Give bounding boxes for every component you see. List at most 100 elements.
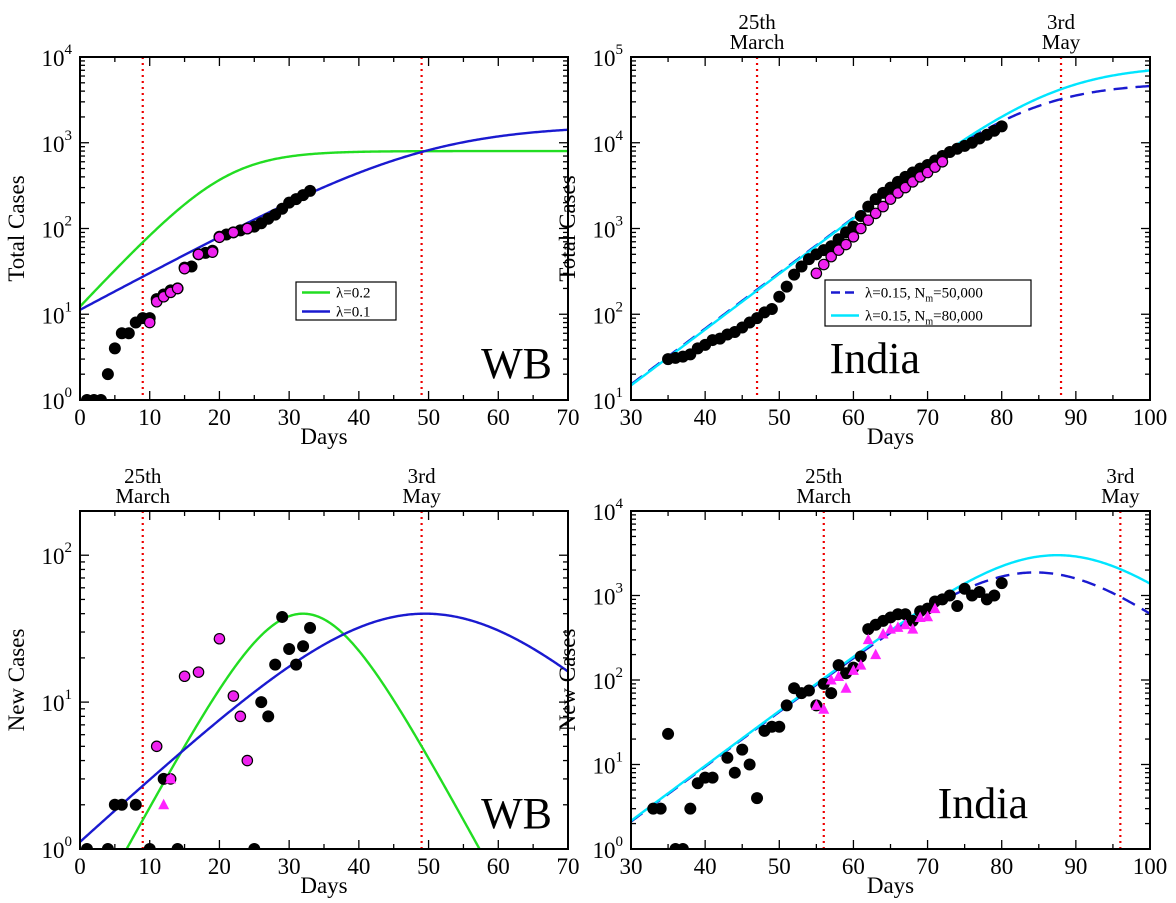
x-tick-label: 30 [278,405,301,430]
data-point-black [255,696,268,709]
legend: λ=0.15, Nm=50,000 λ=0.15, Nm=80,000 [824,279,1032,328]
curve-1 [80,128,568,311]
y-tick-exponent: 2 [65,540,73,556]
x-tick-label: 100 [1133,405,1168,430]
data-point-black [304,184,317,197]
curve-1 [80,612,568,843]
y-tick-exponent: 1 [65,299,73,315]
data-point-black [832,659,845,672]
x-tick-label: 60 [487,854,510,879]
x-tick-label: 0 [74,854,86,879]
x-tick-label: 90 [1064,405,1087,430]
x-tick-label: 20 [208,405,231,430]
vline-label-line2: March [730,30,785,54]
chart-p4: 30 40 50 60 70 80 90 10010010110210310425thMarc… [555,464,1167,898]
x-tick-label: 30 [620,405,643,430]
data-triangle-magenta [840,682,852,693]
vline-label-line1: 3rd [1047,10,1075,34]
data-point-black [773,720,786,733]
data-triangle-magenta [899,618,911,630]
region-label: WB [481,339,552,388]
y-tick-exponent: 3 [616,214,624,230]
data-triangle-magenta [929,602,941,614]
data-point-black [780,699,793,712]
x-tick-label: 50 [417,854,440,879]
data-point-magenta [150,740,163,753]
x-tick-label: 50 [417,405,440,430]
data-point-magenta [810,267,823,280]
legend-label-0: λ=0.2 [336,286,370,302]
legend-suffix: =50,000 [933,286,983,302]
data-point-magenta [825,250,837,263]
x-tick-label: 70 [557,854,580,879]
y-axis-label: Total Cases [555,175,580,281]
data-point-black [951,600,964,613]
data-point-black [728,766,741,779]
y-tick-label: 103 [593,214,624,243]
data-point-black [854,650,867,663]
y-tick-exponent: 0 [65,385,73,401]
x-tick-label: 70 [557,405,580,430]
y-tick-exponent: 1 [616,750,624,766]
data-point-black [248,843,261,849]
data-point-black [654,802,667,815]
data-triangle-magenta [855,659,867,670]
legend-label-0: λ=0.15, Nm=50,000 [865,286,983,305]
data-point-black [862,200,875,213]
data-point-magenta [213,231,226,244]
curves [631,69,1150,387]
x-tick-label: 40 [347,854,370,879]
y-tick-exponent: 5 [616,42,624,58]
legend-label-1: λ=0.1 [336,305,370,321]
x-tick-label: 40 [694,854,717,879]
y-tick-exponent: 1 [616,385,624,401]
data-point-magenta [241,222,254,235]
plot-frame [630,510,1151,850]
data-point-black [94,394,107,400]
x-tick-label: 10 [138,854,161,879]
data-triangle-magenta [810,699,822,710]
data-point-black [973,586,986,599]
data-triangle-magenta [907,623,919,634]
y-tick-exponent: 4 [616,496,624,512]
data-point-black [721,751,734,764]
data-triangle-magenta [877,628,889,639]
data-point-black [262,710,275,723]
data-point-black [276,610,289,623]
region-label: WB [481,789,552,838]
y-tick-exponent: 3 [616,581,624,597]
data-triangle-magenta [847,664,859,675]
data-point-magenta [192,248,205,261]
x-tick-label: 10 [138,405,161,430]
data-point-black [269,658,282,671]
x-tick-label: 50 [768,405,791,430]
vline-label-line1: 3rd [408,464,436,488]
x-axis-label: Days [300,873,347,898]
data-point-black [706,771,719,784]
data-point-black [988,589,1001,602]
data-point-black [743,758,756,771]
legend-box [295,281,397,321]
data-point-magenta [234,710,247,723]
x-tick-label: 30 [620,854,643,879]
vline-label-line1: 25th [124,464,162,488]
x-tick-label: 60 [842,405,865,430]
x-axis-label: Days [300,424,347,449]
data-point-magenta [192,666,205,678]
data-point-black [304,621,317,634]
legend-subscript: m [925,317,933,328]
data-point-black [101,368,114,381]
chart-p1: 0 10 20 30 40 50 60 70100101102103104DaysTotal … [4,42,580,449]
region-label: India [938,779,1028,828]
legend: λ=0.2 λ=0.1 [295,281,397,321]
y-tick-exponent: 2 [616,665,624,681]
x-axis-label: Days [867,424,914,449]
legend-label-1: λ=0.15, Nm=80,000 [865,309,983,328]
x-tick-label: 90 [1064,854,1087,879]
data-triangle-magenta [165,772,177,784]
data-point-black [662,727,675,740]
data-point-black [802,684,815,697]
data-point-black [129,798,142,811]
data-point-magenta [206,246,219,258]
